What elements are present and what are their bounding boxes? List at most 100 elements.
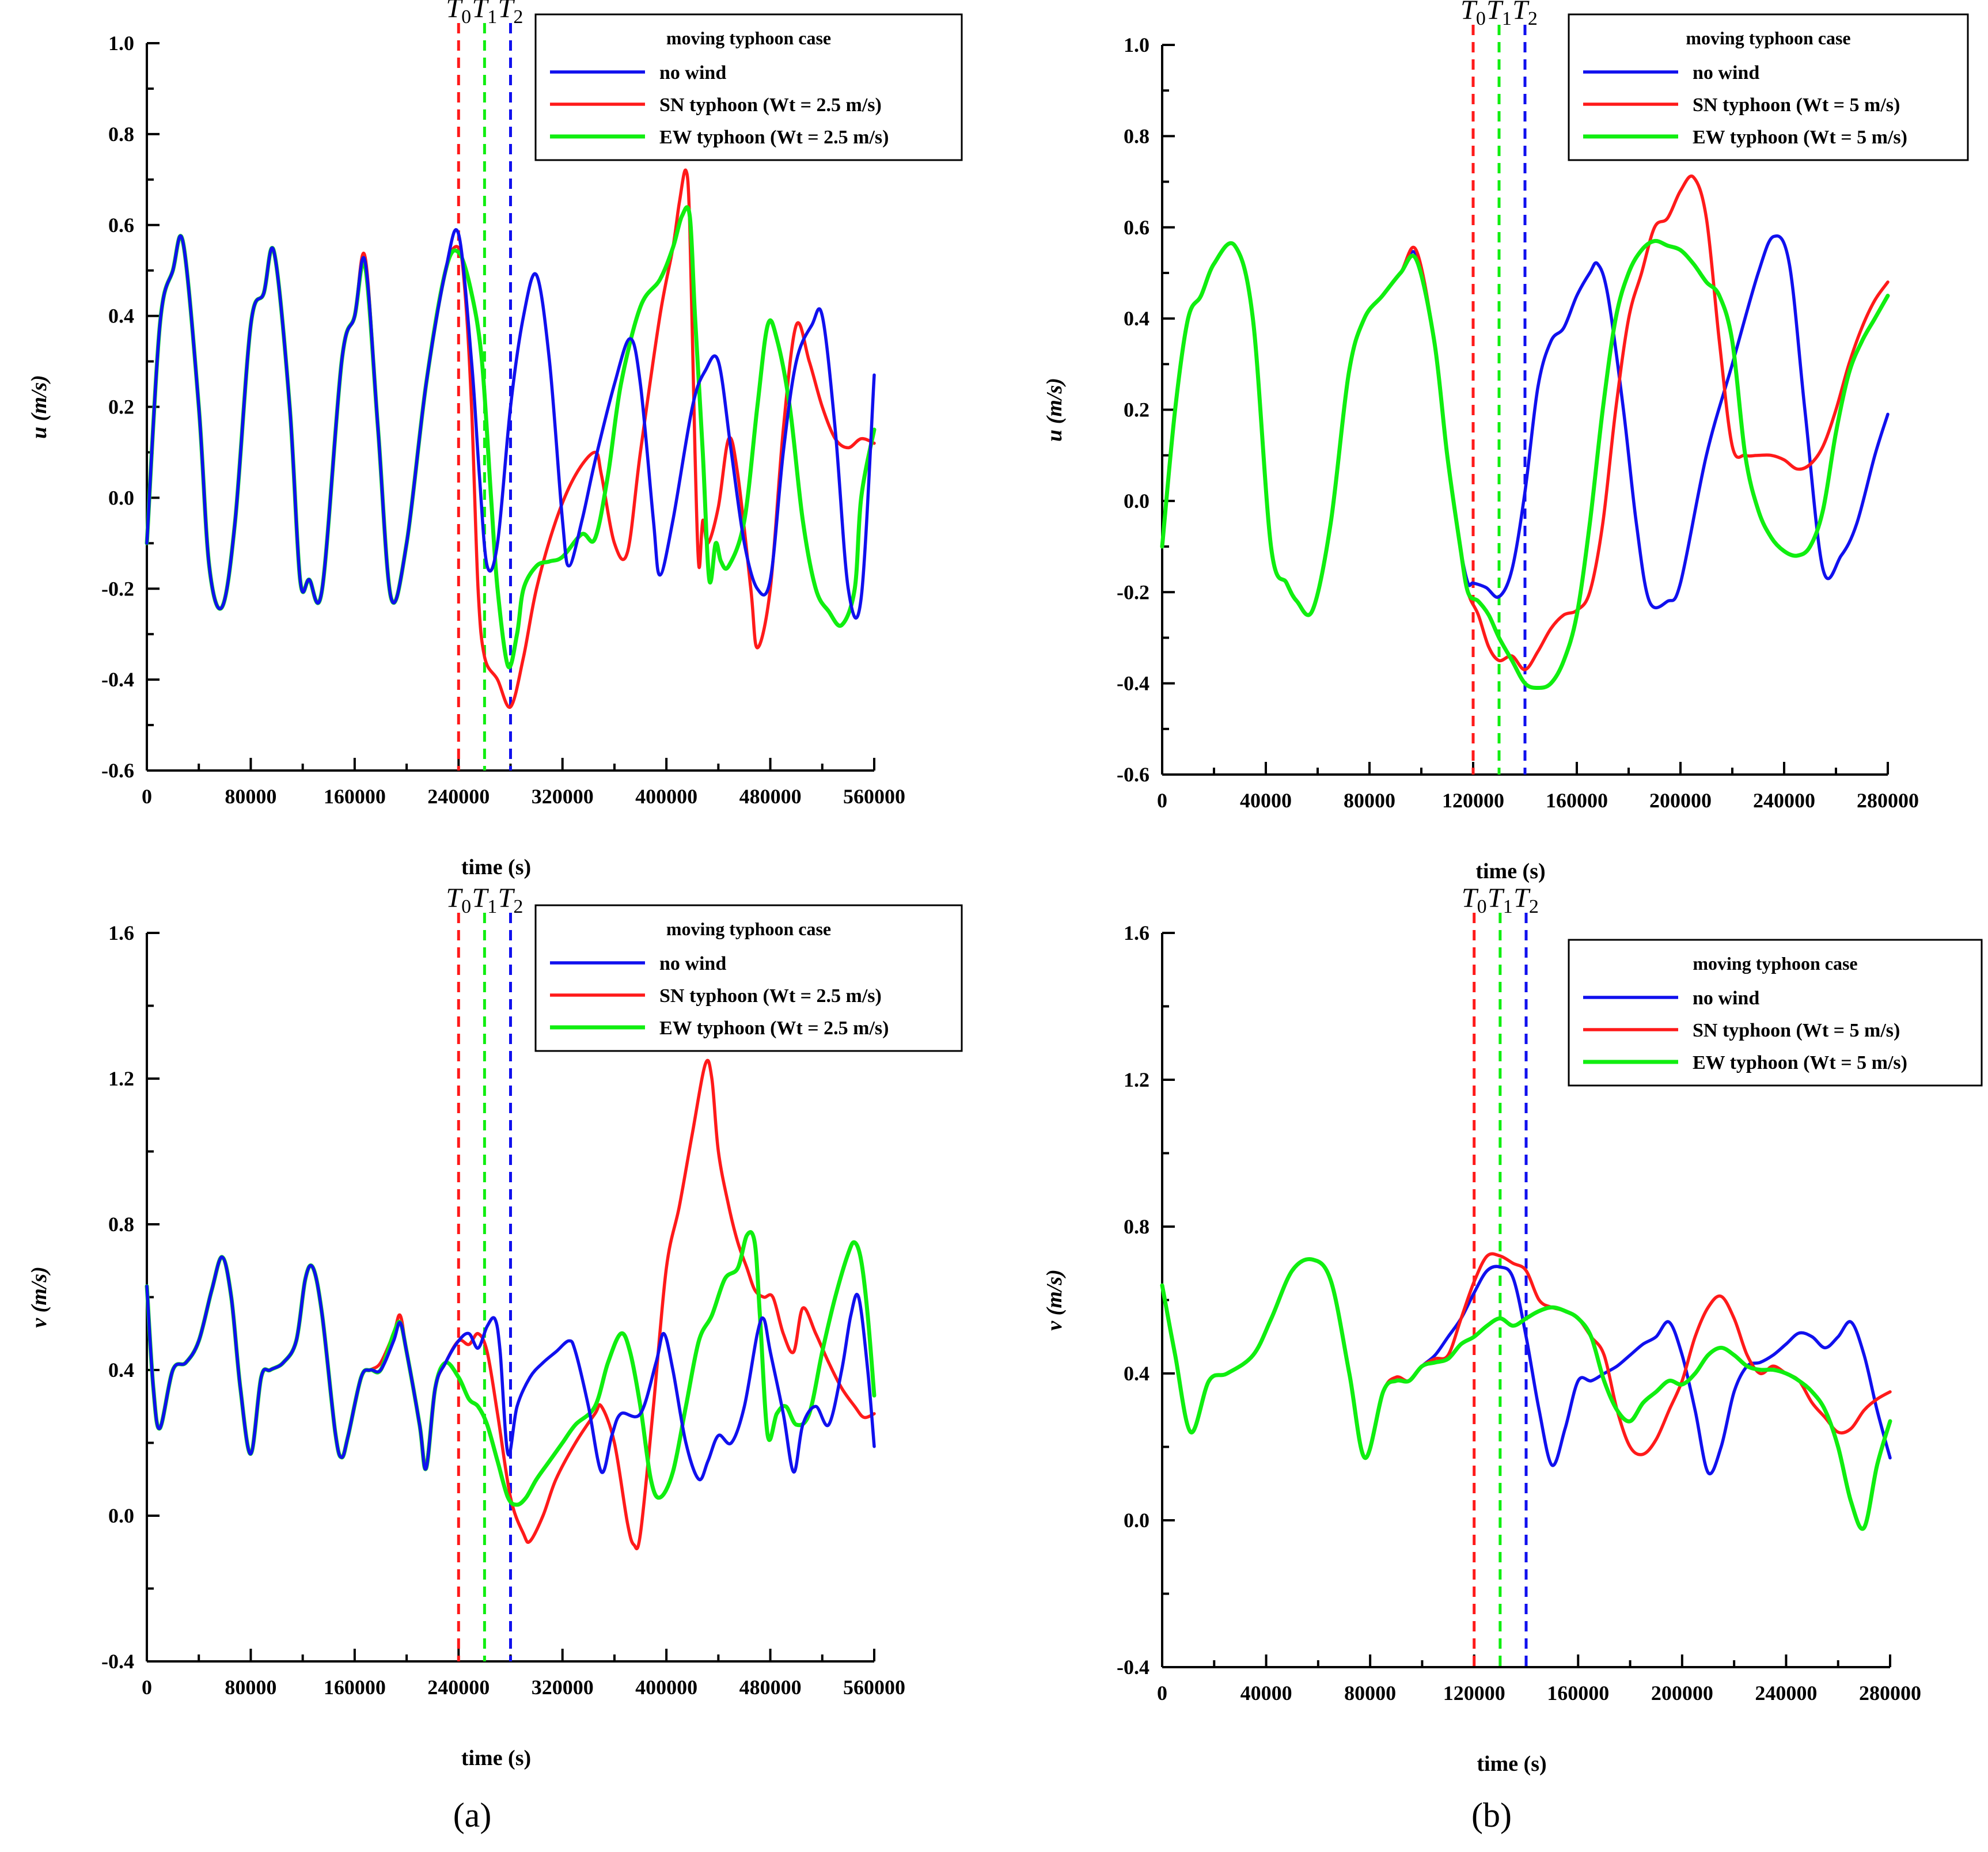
x-tick-label: 400000 bbox=[635, 1676, 697, 1699]
marker-label-t0: T0 bbox=[446, 0, 471, 28]
y-axis-label: v (m/s) bbox=[27, 1266, 51, 1328]
marker-label-t0: T0 bbox=[1462, 883, 1487, 917]
legend-label-ew-typhoon: EW typhoon (Wt = 2.5 m/s) bbox=[659, 127, 889, 148]
legend-label-ew-typhoon: EW typhoon (Wt = 2.5 m/s) bbox=[659, 1018, 889, 1039]
x-tick-label: 240000 bbox=[1755, 1682, 1817, 1705]
x-tick-label: 80000 bbox=[225, 785, 276, 808]
legend-title: moving typhoon case bbox=[1686, 28, 1850, 48]
legend-label-no-wind: no wind bbox=[659, 62, 726, 84]
y-axis-label: v (m/s) bbox=[1042, 1269, 1067, 1331]
x-tick-label: 280000 bbox=[1859, 1682, 1921, 1705]
x-tick-label: 160000 bbox=[1546, 789, 1608, 812]
y-tick-label: 0.0 bbox=[108, 1504, 134, 1527]
series-line-no-wind bbox=[145, 1255, 876, 1482]
y-tick-label: 1.2 bbox=[108, 1067, 134, 1090]
y-tick-label: -0.4 bbox=[101, 1650, 134, 1673]
marker-label-t1: T1 bbox=[1486, 0, 1512, 29]
legend-label-ew-typhoon: EW typhoon (Wt = 5 m/s) bbox=[1693, 127, 1907, 148]
x-tick-label: 80000 bbox=[225, 1676, 276, 1699]
x-tick-label: 200000 bbox=[1651, 1682, 1713, 1705]
x-tick-label: 0 bbox=[1157, 1682, 1167, 1705]
x-tick-label: 40000 bbox=[1240, 789, 1292, 812]
x-tick-label: 120000 bbox=[1442, 789, 1504, 812]
x-tick-label: 120000 bbox=[1443, 1682, 1505, 1705]
x-tick-label: 80000 bbox=[1344, 789, 1395, 812]
y-tick-label: 1.0 bbox=[1124, 33, 1149, 56]
y-tick-label: 0.4 bbox=[108, 305, 134, 328]
y-tick-label: 0.4 bbox=[108, 1358, 134, 1382]
legend-title: moving typhoon case bbox=[666, 28, 831, 48]
legend-label-ew-typhoon: EW typhoon (Wt = 5 m/s) bbox=[1693, 1052, 1907, 1073]
panel-a-v: -0.4 0.0 0.4 0.8 1.2 1.6 0 80000 160000 240000 320… bbox=[27, 883, 963, 1770]
y-tick-label: -0.2 bbox=[1117, 580, 1149, 604]
y-tick-label: 0.8 bbox=[1124, 124, 1149, 147]
legend-label-no-wind: no wind bbox=[1693, 62, 1759, 84]
y-tick-label: 0.2 bbox=[1124, 399, 1149, 422]
x-tick-label: 0 bbox=[1157, 789, 1167, 812]
y-tick-label: -0.4 bbox=[1117, 1656, 1149, 1679]
x-axis-label: time (s) bbox=[461, 1746, 531, 1770]
x-tick-label: 160000 bbox=[1547, 1682, 1609, 1705]
y-tick-label: -0.6 bbox=[1117, 763, 1149, 786]
x-tick-label: 280000 bbox=[1857, 789, 1919, 812]
marker-label-t1: T1 bbox=[472, 0, 498, 28]
x-tick-label: 160000 bbox=[324, 1676, 386, 1699]
y-tick-label: 0.4 bbox=[1124, 1362, 1149, 1385]
legend-title: moving typhoon case bbox=[666, 919, 831, 939]
y-tick-label: 0.4 bbox=[1124, 307, 1149, 330]
x-tick-label: 160000 bbox=[324, 785, 386, 808]
x-axis-label: time (s) bbox=[1475, 859, 1545, 883]
y-tick-label: 0.8 bbox=[1124, 1215, 1149, 1238]
marker-label-t2: T2 bbox=[498, 883, 523, 917]
legend: moving typhoon case no wind SN typhoon (Wt… bbox=[1568, 939, 1983, 1087]
x-tick-label: 0 bbox=[142, 785, 152, 808]
panel-b-v: -0.4 0.0 0.4 0.8 1.2 1.6 0 40000 80000 120000 1600… bbox=[1042, 883, 1983, 1776]
x-tick-label: 560000 bbox=[843, 785, 905, 808]
y-tick-label: 0.0 bbox=[1124, 489, 1149, 513]
y-tick-label: 0.2 bbox=[108, 396, 134, 419]
x-tick-label: 200000 bbox=[1649, 789, 1712, 812]
y-tick-label: 0.8 bbox=[108, 123, 134, 146]
marker-label-t2: T2 bbox=[1512, 0, 1538, 29]
series-line-no-wind bbox=[145, 228, 876, 620]
marker-label-t2: T2 bbox=[498, 0, 523, 28]
legend-label-no-wind: no wind bbox=[1693, 988, 1759, 1009]
marker-label-t0: T0 bbox=[1460, 0, 1486, 29]
y-tick-label: -0.2 bbox=[101, 577, 134, 600]
x-tick-label: 240000 bbox=[1753, 789, 1815, 812]
y-tick-label: 0.6 bbox=[1124, 216, 1149, 239]
x-tick-label: 240000 bbox=[427, 785, 490, 808]
panel-b-u: -0.6 -0.4 -0.2 0.0 0.2 0.4 0.6 0.8 1.0 0 40000 8000… bbox=[1042, 0, 1969, 883]
y-tick-label: 1.2 bbox=[1124, 1068, 1149, 1091]
y-axis-label: u (m/s) bbox=[1042, 378, 1067, 442]
marker-label-t2: T2 bbox=[1513, 883, 1539, 917]
y-tick-label: 1.6 bbox=[1124, 921, 1149, 944]
x-tick-label: 480000 bbox=[739, 785, 802, 808]
legend-label-sn-typhoon: SN typhoon (Wt = 2.5 m/s) bbox=[659, 985, 882, 1007]
y-tick-label: -0.4 bbox=[101, 668, 134, 691]
x-tick-label: 480000 bbox=[739, 1676, 802, 1699]
legend: moving typhoon case no wind SN typhoon (Wt… bbox=[534, 904, 963, 1052]
series-line-ew-typhoon bbox=[1160, 238, 1890, 690]
y-tick-label: 0.0 bbox=[108, 486, 134, 509]
y-tick-label: 0.6 bbox=[108, 214, 134, 237]
x-tick-label: 560000 bbox=[843, 1676, 905, 1699]
legend-label-sn-typhoon: SN typhoon (Wt = 2.5 m/s) bbox=[659, 94, 882, 116]
y-tick-label: 0.8 bbox=[108, 1213, 134, 1236]
caption-b: (b) bbox=[1471, 1796, 1512, 1834]
y-axis-label: u (m/s) bbox=[27, 375, 51, 439]
legend: moving typhoon case no wind SN typhoon (Wt… bbox=[1568, 13, 1969, 161]
marker-label-t0: T0 bbox=[446, 883, 471, 917]
legend: moving typhoon case no wind SN typhoon (Wt… bbox=[534, 13, 963, 161]
x-tick-label: 240000 bbox=[427, 1676, 490, 1699]
y-tick-label: 1.6 bbox=[108, 921, 134, 944]
legend-label-no-wind: no wind bbox=[659, 953, 726, 974]
x-axis-label: time (s) bbox=[1477, 1752, 1546, 1776]
x-tick-label: 40000 bbox=[1240, 1682, 1292, 1705]
x-tick-label: 320000 bbox=[532, 1676, 594, 1699]
x-tick-label: 320000 bbox=[532, 785, 594, 808]
x-axis-label: time (s) bbox=[461, 855, 531, 879]
legend-label-sn-typhoon: SN typhoon (Wt = 5 m/s) bbox=[1693, 1020, 1900, 1041]
panel-a-u: -0.6 -0.4 -0.2 0.0 0.2 0.4 0.6 0.8 1.0 0 80000 1600… bbox=[27, 0, 963, 879]
